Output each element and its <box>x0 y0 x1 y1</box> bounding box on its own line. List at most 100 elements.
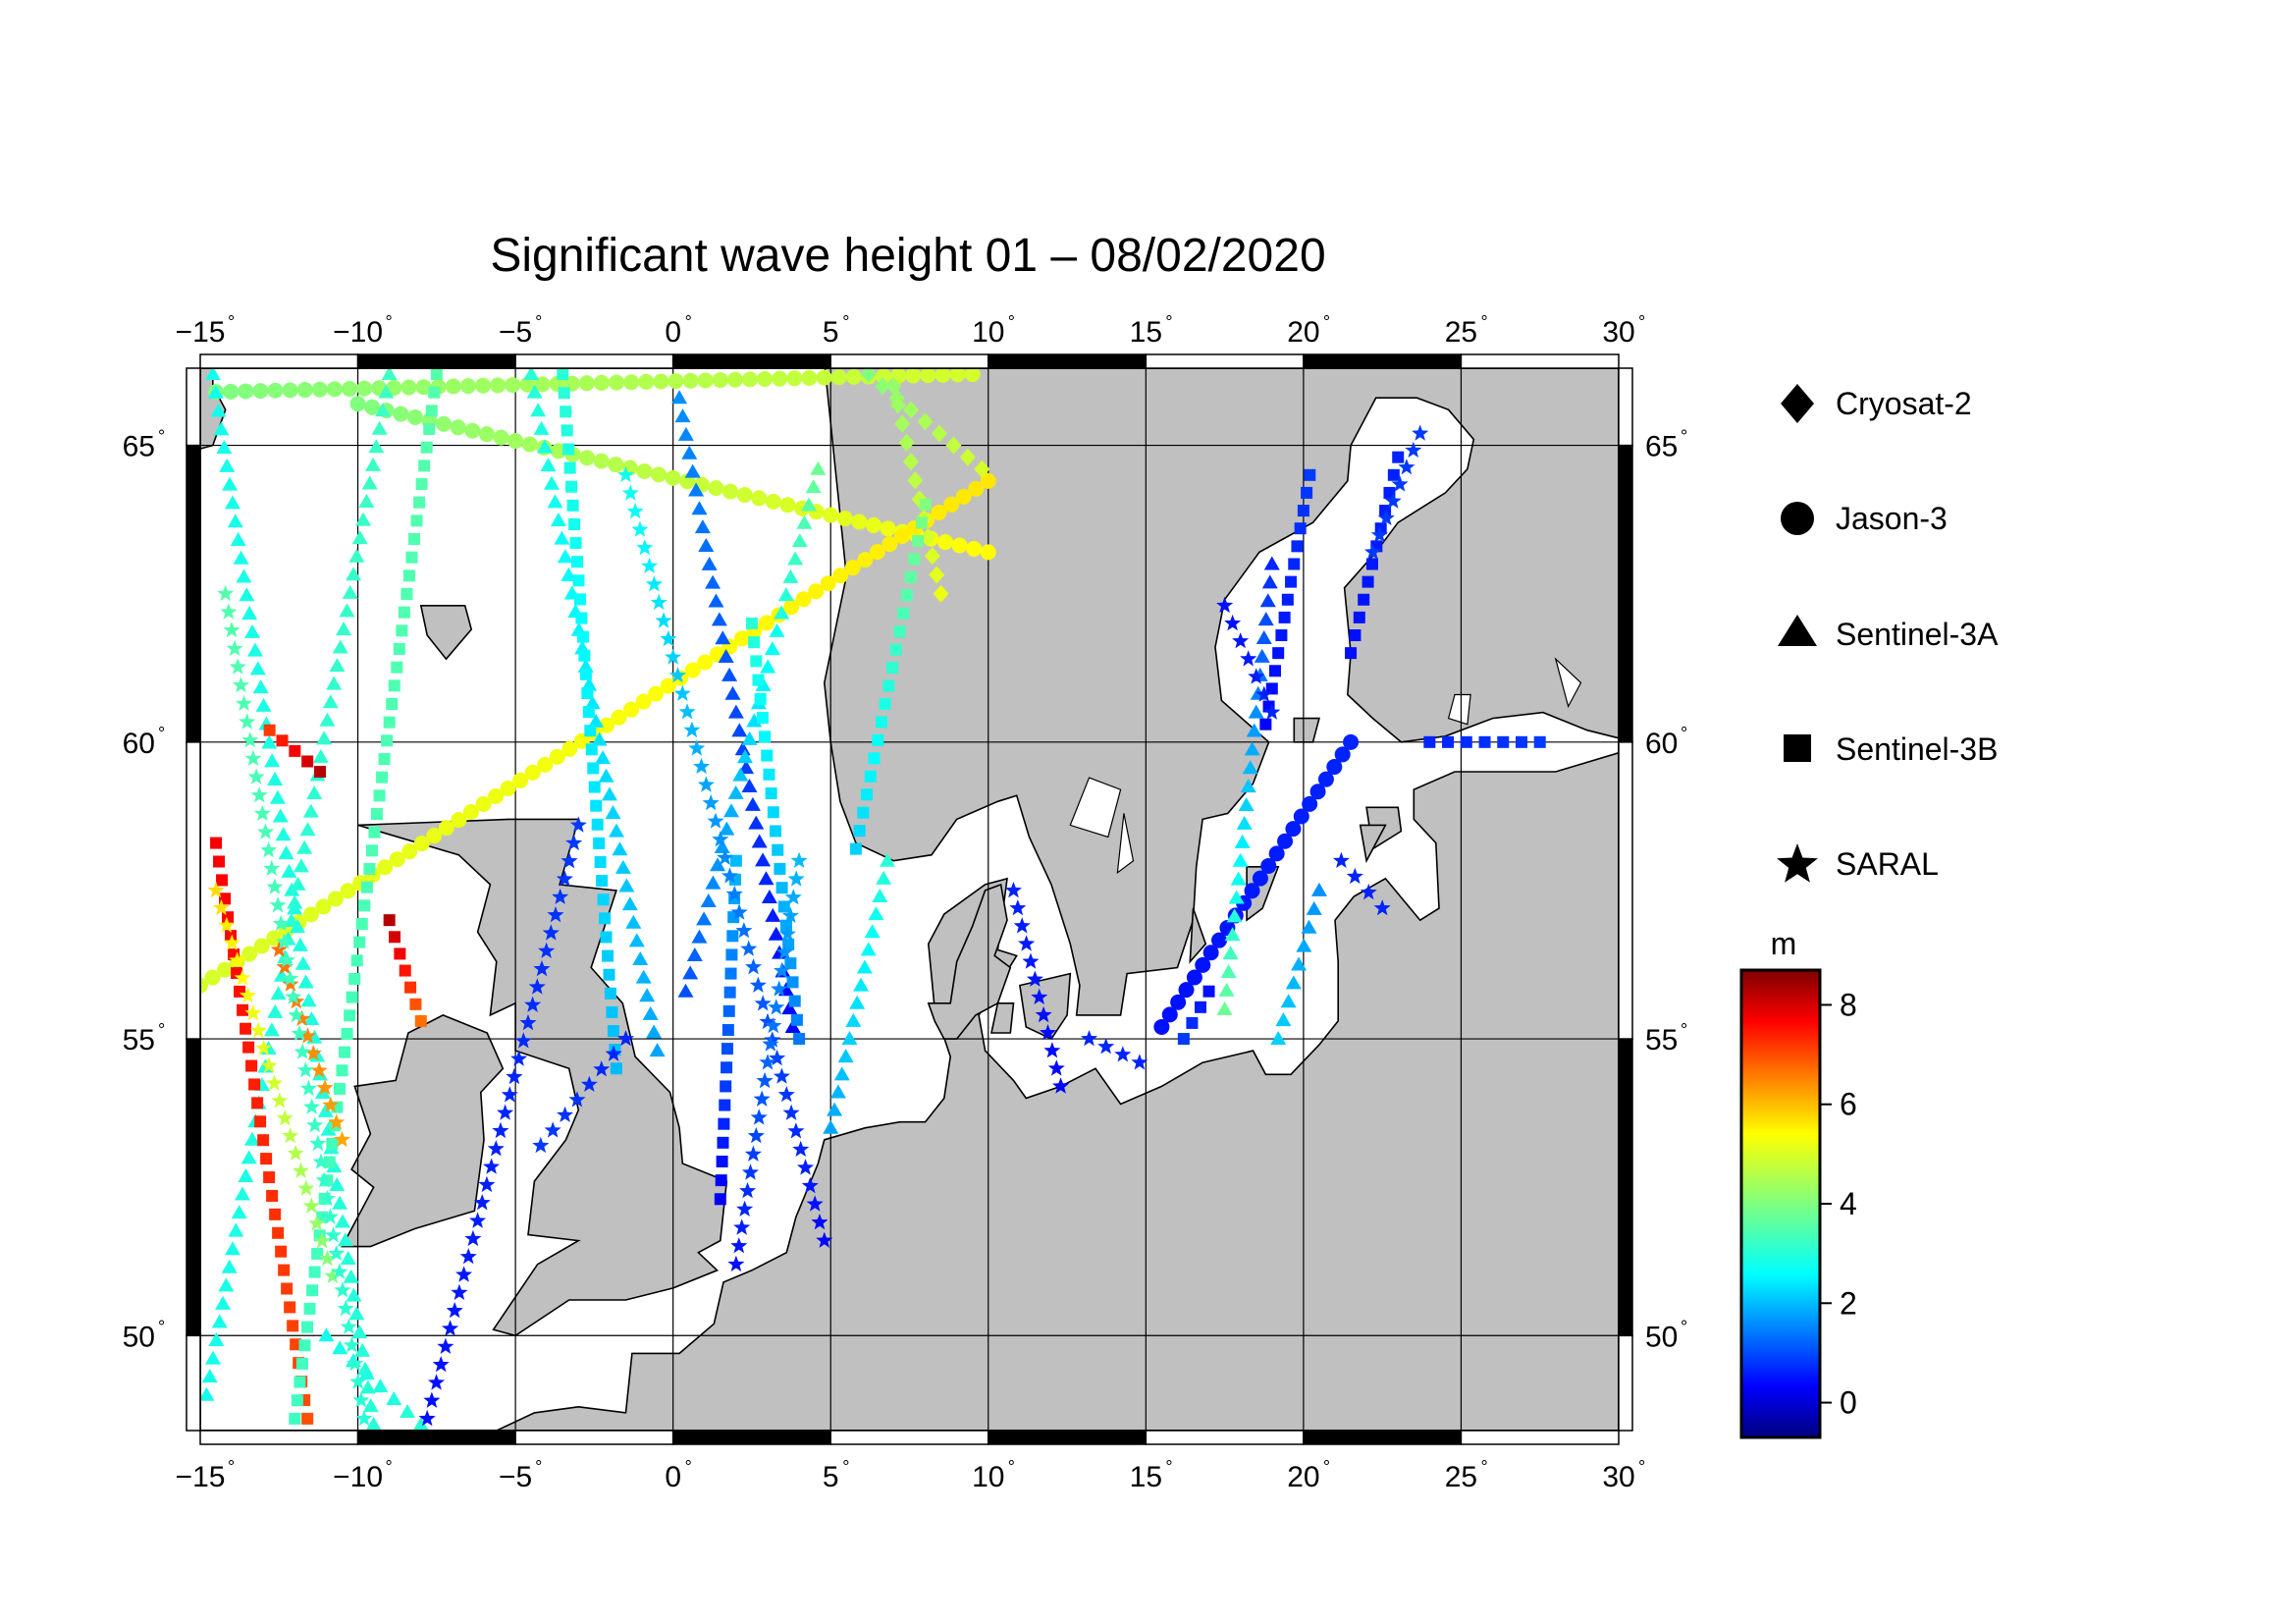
star-data-point <box>303 1098 321 1114</box>
square-data-point <box>591 818 604 831</box>
triangle-data-point <box>332 1195 348 1210</box>
triangle-data-point <box>278 845 294 860</box>
square-data-point <box>726 930 739 943</box>
frame-segment-bottom <box>988 1430 1148 1445</box>
square-data-point <box>761 749 774 762</box>
star-data-point <box>1047 1059 1065 1076</box>
triangle-data-point <box>671 390 688 405</box>
star-data-point <box>285 988 302 1004</box>
colorbar-tick-label: 2 <box>1840 1285 1857 1321</box>
triangle-data-point <box>1291 956 1308 971</box>
star-data-point <box>665 648 682 665</box>
star-data-point <box>325 1226 343 1243</box>
degree-symbol: ° <box>1681 724 1687 743</box>
square-data-point <box>1365 558 1378 570</box>
colorbar-ramp <box>1739 968 1822 1439</box>
circle-data-point <box>820 575 836 592</box>
triangle-data-point <box>362 1398 379 1413</box>
square-data-point <box>588 781 601 793</box>
square-data-point <box>759 730 772 743</box>
circle-data-point <box>459 378 476 395</box>
star-data-point <box>1384 492 1402 509</box>
triangle-data-point <box>781 1001 798 1015</box>
circle-data-point <box>830 369 847 386</box>
star-data-point <box>459 1248 477 1265</box>
circle-data-point <box>326 381 343 398</box>
triangle-data-point <box>1275 1012 1292 1027</box>
star-data-point <box>801 1176 819 1194</box>
star-data-point <box>331 1263 348 1279</box>
circle-data-point <box>415 379 432 396</box>
triangle-data-point <box>605 805 621 820</box>
star-data-point <box>693 757 711 775</box>
degree-symbol: ° <box>535 312 542 332</box>
triangle-data-point <box>787 551 804 566</box>
frame-segment-right <box>1618 367 1633 447</box>
triangle-data-point <box>864 924 881 939</box>
triangle-data-point <box>727 784 744 799</box>
circle-data-point <box>783 599 800 616</box>
circle-data-point <box>377 859 394 876</box>
triangle-data-point <box>322 694 339 709</box>
star-data-point <box>621 484 639 501</box>
triangle-data-point <box>708 593 724 608</box>
star-data-point <box>1240 650 1257 667</box>
frame-segment-top <box>356 353 516 369</box>
circle-data-point <box>462 804 479 821</box>
right-lat-tick-label: 50 <box>1645 1321 1678 1353</box>
circle-data-point <box>1317 771 1334 787</box>
top-lon-tick-label: −15 <box>176 316 226 349</box>
circle-data-point <box>413 836 430 852</box>
star-data-point <box>678 703 696 720</box>
triangle-data-point <box>543 475 560 490</box>
square-data-point <box>557 368 569 381</box>
square-data-point <box>767 806 779 819</box>
triangle-data-point <box>336 621 352 635</box>
circle-data-point <box>611 709 627 726</box>
star-data-point <box>310 1061 328 1078</box>
star-data-point <box>334 1281 351 1298</box>
triangle-data-point <box>1228 890 1245 904</box>
circle-data-point <box>1244 883 1260 899</box>
triangle-data-point <box>238 1167 254 1182</box>
square-data-point <box>398 606 410 619</box>
square-data-point <box>420 441 433 454</box>
triangle-data-point <box>231 1205 247 1219</box>
triangle-data-point <box>705 875 721 890</box>
triangle-data-point <box>727 704 744 719</box>
triangle-data-point <box>723 803 740 818</box>
triangle-data-point <box>267 771 284 785</box>
triangle-data-point <box>1240 779 1256 793</box>
square-data-point <box>289 744 301 757</box>
star-data-point <box>451 1283 468 1300</box>
star-data-point <box>340 1318 357 1334</box>
star-data-point <box>636 539 654 556</box>
frame-segment-bottom <box>356 1430 516 1445</box>
star-data-point <box>218 916 236 933</box>
square-data-point <box>373 789 386 802</box>
degree-symbol: ° <box>228 1457 235 1477</box>
triangle-data-point <box>400 1404 416 1419</box>
circle-data-point <box>772 370 788 387</box>
square-data-point <box>750 655 763 668</box>
circle-data-point <box>648 685 665 702</box>
star-data-point <box>557 1106 574 1122</box>
square-data-point <box>1304 468 1316 481</box>
square-data-point <box>222 911 235 924</box>
right-lat-tick-label: 55 <box>1645 1024 1678 1056</box>
diamond-data-point <box>917 412 934 431</box>
triangle-data-point <box>320 1121 337 1136</box>
triangle-data-point <box>791 533 808 548</box>
degree-symbol: ° <box>842 312 849 332</box>
square-data-point <box>864 770 877 783</box>
triangle-data-point <box>249 661 266 676</box>
square-data-point <box>575 612 588 624</box>
triangle-data-point <box>275 827 292 841</box>
circle-data-point <box>726 371 743 388</box>
triangle-data-point <box>317 1103 334 1117</box>
map-axes-labels: −15 °−15 °−10 °−10 °−5 °−5 °0 °0 °5 °5 °10 °10 °15 °1… <box>123 312 1688 1493</box>
star-data-point <box>432 1356 450 1373</box>
circle-data-point <box>866 516 882 533</box>
triangle-data-point <box>769 622 785 637</box>
triangle-data-point <box>1259 593 1276 608</box>
